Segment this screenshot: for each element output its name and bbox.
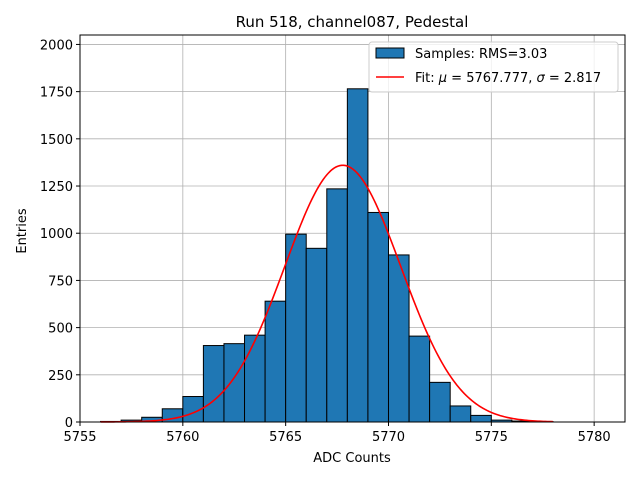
y-tick-label: 1750 bbox=[40, 86, 73, 101]
legend-histogram-label: Samples: RMS=3.03 bbox=[415, 47, 547, 62]
legend-fit-sigma-value: = 2.817 bbox=[545, 71, 601, 86]
y-axis-ticks: 0 250 500 750 1000 1250 1500 1750 2000 bbox=[40, 38, 80, 431]
y-tick-label: 1000 bbox=[40, 227, 73, 242]
x-tick-label: 5760 bbox=[166, 430, 199, 445]
x-axis-ticks: 5755 5760 5765 5770 5775 5780 bbox=[63, 422, 611, 445]
histogram-bar bbox=[326, 188, 348, 423]
histogram-bar bbox=[449, 405, 472, 423]
legend-box bbox=[368, 41, 619, 93]
y-tick-label: 2000 bbox=[40, 38, 73, 53]
x-tick-label: 5765 bbox=[269, 430, 302, 445]
histogram-bar bbox=[202, 345, 225, 423]
y-tick-label: 1250 bbox=[40, 180, 73, 195]
y-tick-label: 500 bbox=[48, 322, 73, 337]
histogram-bar bbox=[223, 343, 246, 423]
histogram-bar bbox=[244, 334, 266, 423]
legend-fit-prefix: Fit: bbox=[415, 71, 439, 86]
plot-frame bbox=[79, 34, 626, 423]
x-tick-label: 5755 bbox=[63, 430, 96, 445]
histogram-bar bbox=[346, 88, 369, 423]
y-tick-label: 250 bbox=[48, 369, 73, 384]
histogram-bar bbox=[367, 211, 389, 423]
legend-fit-sigma-symbol: σ bbox=[537, 71, 546, 86]
legend: Samples: RMS=3.03 Fit: μ = 5767.777, σ =… bbox=[368, 41, 619, 93]
histogram-bar bbox=[470, 414, 492, 423]
y-tick-label: 0 bbox=[65, 416, 73, 431]
y-axis-label: Entries bbox=[15, 208, 30, 254]
legend-fit-mu-symbol: μ bbox=[438, 71, 447, 86]
y-tick-label: 750 bbox=[48, 274, 73, 289]
x-tick-label: 5775 bbox=[475, 430, 508, 445]
legend-fit-mu-value: = 5767.777, bbox=[447, 71, 536, 86]
legend-histogram-swatch bbox=[375, 47, 405, 59]
x-tick-label: 5770 bbox=[372, 430, 405, 445]
histogram-bar bbox=[408, 335, 431, 423]
histogram-bar bbox=[264, 300, 287, 423]
x-tick-label: 5780 bbox=[578, 430, 611, 445]
histogram-bar bbox=[285, 233, 307, 423]
histogram-bar bbox=[429, 381, 451, 423]
fit-curve bbox=[100, 164, 554, 423]
chart-title: Run 518, channel087, Pedestal bbox=[236, 13, 469, 31]
x-axis-label: ADC Counts bbox=[313, 451, 391, 466]
legend-fit-label: Fit: μ = 5767.777, σ = 2.817 bbox=[415, 71, 601, 86]
y-tick-label: 1500 bbox=[40, 133, 73, 148]
histogram-bar bbox=[305, 247, 328, 423]
